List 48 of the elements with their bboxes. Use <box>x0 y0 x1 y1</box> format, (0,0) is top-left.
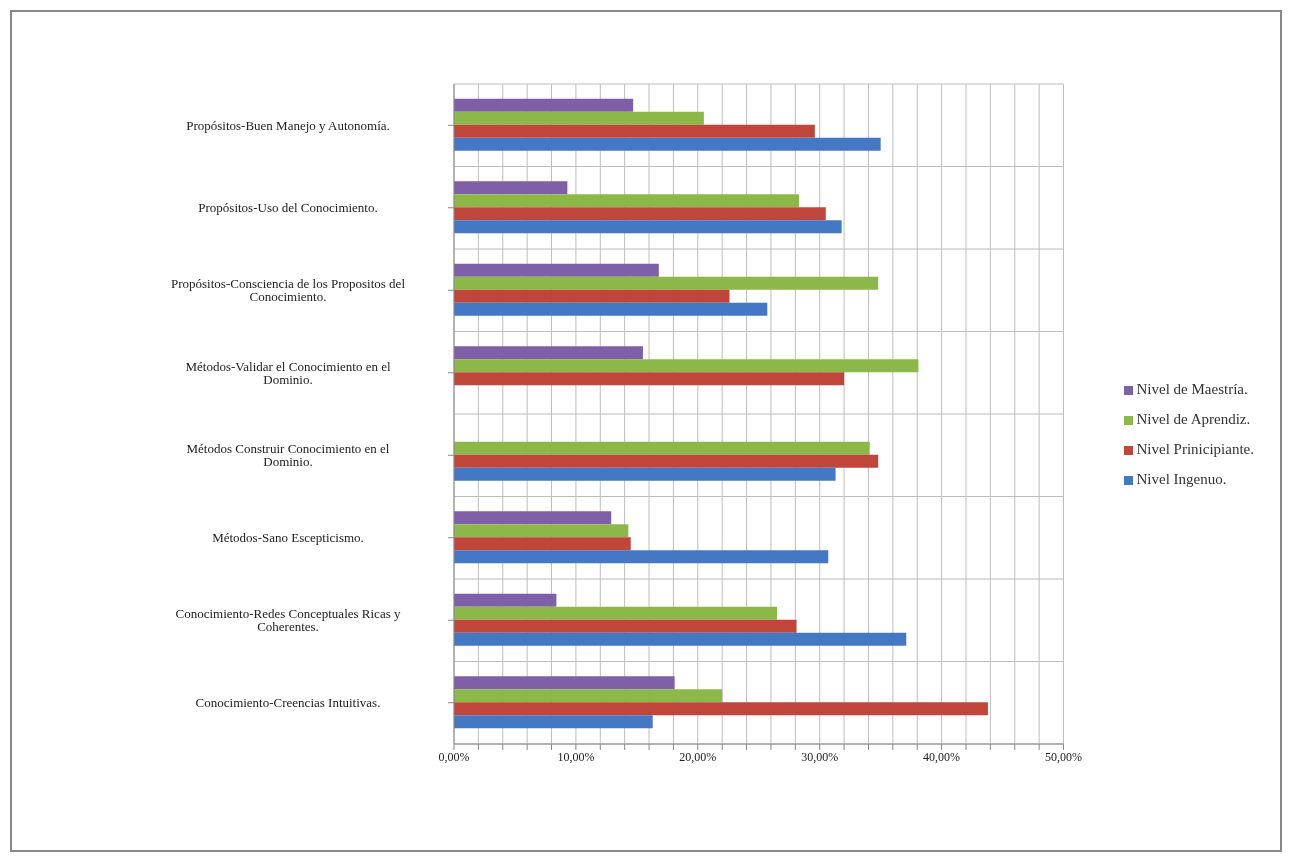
y-tick-label: Propósitos-Buen Manejo y Autonomía. <box>186 117 390 133</box>
y-tick-label: Métodos-Sano Escepticismo. <box>212 530 364 546</box>
bar <box>454 632 907 646</box>
y-tick-label: Conocimiento-Redes Conceptuales Ricas y Coherentes. <box>175 606 401 635</box>
bar <box>454 111 704 125</box>
x-tick-label: 10,00% <box>557 749 595 764</box>
bar <box>454 606 778 620</box>
bar <box>454 550 829 564</box>
bar <box>454 207 826 221</box>
bar <box>454 715 653 729</box>
bar <box>454 454 879 468</box>
bar <box>454 524 629 538</box>
bar <box>454 289 730 303</box>
bar <box>454 302 768 316</box>
y-tick-label: Propósitos-Consciencia de los Propositos del Conocimiento. <box>171 276 406 305</box>
bar <box>454 276 879 290</box>
bar <box>454 137 881 151</box>
bar <box>454 194 799 208</box>
bar <box>454 98 634 112</box>
legend-label: Nivel Ingenuo. <box>1136 471 1227 487</box>
y-tick-label: Propósitos-Uso del Conocimiento. <box>198 200 378 216</box>
bar <box>454 689 723 703</box>
y-tick-label: Conocimiento-Creencias Intuitivas. <box>195 695 381 711</box>
bar <box>454 124 815 138</box>
bar <box>454 619 797 633</box>
x-tick-label: 40,00% <box>923 749 961 764</box>
legend-label: Nivel de Maestría. <box>1136 381 1248 397</box>
bar <box>454 593 557 607</box>
bar <box>454 263 659 277</box>
bar <box>454 181 568 195</box>
bar <box>454 467 836 481</box>
x-tick-label: 20,00% <box>679 749 717 764</box>
x-tick-label: 50,00% <box>1045 749 1083 764</box>
bar <box>454 359 919 373</box>
bar <box>454 372 845 386</box>
bar <box>454 702 988 716</box>
x-tick-label: 30,00% <box>801 749 839 764</box>
x-tick-label: 0,00% <box>438 749 470 764</box>
legend-label: Nivel Prinicipiante. <box>1136 441 1254 457</box>
bar <box>454 537 631 551</box>
bar <box>454 346 643 360</box>
y-tick-label: Métodos Construir Conocimiento en el Dominio. <box>186 441 390 470</box>
bar <box>454 220 842 234</box>
bar <box>454 511 612 525</box>
legend-label: Nivel de Aprendiz. <box>1136 411 1251 427</box>
bar <box>454 441 870 455</box>
y-tick-label: Métodos-Validar el Conocimiento en el Dominio. <box>185 358 391 387</box>
bar <box>454 676 675 690</box>
